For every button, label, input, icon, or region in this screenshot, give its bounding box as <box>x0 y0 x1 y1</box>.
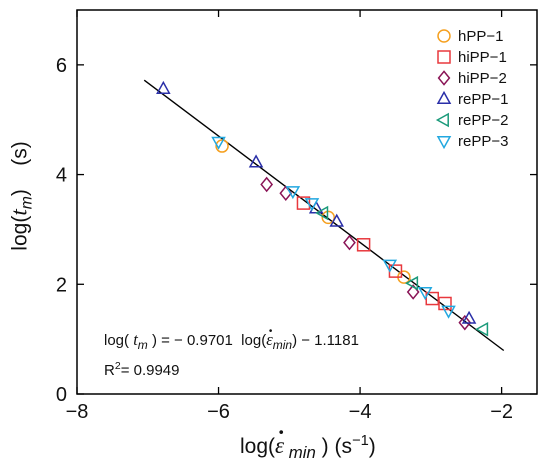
data-point-diamond <box>260 176 274 193</box>
legend-label: rePP−3 <box>458 133 508 150</box>
y-tick-label: 4 <box>56 165 67 187</box>
data-point-triangle-left <box>405 275 419 291</box>
x-axis-title: log(ε min ) (s−1) <box>240 419 376 463</box>
data-point-triangle-down <box>382 259 398 273</box>
x-axis-epsilon: ε <box>275 419 285 459</box>
data-point-triangle-up <box>156 80 171 94</box>
data-point-triangle-up <box>248 154 264 168</box>
data-point-triangle-down <box>285 186 301 200</box>
y-tick-label: 2 <box>56 274 67 296</box>
legend-marker <box>435 112 449 128</box>
y-axis-title: log(tm) (s) <box>5 141 36 251</box>
data-point-square <box>356 238 371 252</box>
x-tick-label: −6 <box>207 401 230 423</box>
data-point-circle <box>321 210 335 225</box>
data-point-triangle-up <box>461 310 477 324</box>
legend-marker <box>436 90 452 104</box>
legend-marker <box>437 29 451 43</box>
legend-label: hPP−1 <box>458 28 503 45</box>
data-point-triangle-down <box>304 198 320 212</box>
plot-frame <box>76 9 538 395</box>
legend-label: hiPP−2 <box>458 70 507 87</box>
legend-label: rePP−2 <box>458 112 508 129</box>
fit-line <box>143 79 505 352</box>
x-tick-label: −4 <box>349 401 372 423</box>
data-point-diamond <box>343 234 356 251</box>
data-point-diamond <box>406 284 420 300</box>
data-point-diamond <box>458 314 472 331</box>
x-tick-label: −8 <box>66 401 89 423</box>
r-squared: R2= 0.9949 <box>104 360 180 379</box>
legend-marker <box>437 50 451 64</box>
data-point-triangle-left <box>475 321 489 337</box>
data-point-triangle-down <box>211 136 226 150</box>
legend-marker <box>436 136 452 150</box>
data-point-square <box>296 196 311 210</box>
data-point-triangle-down <box>417 287 433 301</box>
data-point-square <box>388 264 403 278</box>
legend-label: rePP−1 <box>458 91 508 108</box>
data-point-triangle-down <box>441 305 456 319</box>
fit-equation: log( tm ) = − 0.9701 log(εmin) − 1.1181 <box>104 321 359 352</box>
y-tick-label: 6 <box>56 55 67 77</box>
data-point-circle <box>215 139 229 153</box>
legend-label: hiPP−1 <box>458 49 507 66</box>
legend-marker <box>437 70 451 86</box>
y-tick-label: 0 <box>56 384 67 406</box>
data-point-triangle-up <box>329 213 344 227</box>
x-tick-label: −2 <box>490 401 513 423</box>
data-point-triangle-left <box>315 205 329 221</box>
plot-area: −8 −6 −4 −2 0 2 4 6 hPP−1 hiPP−1 hiPP−2 rePP−1 rePP−… <box>56 9 538 423</box>
